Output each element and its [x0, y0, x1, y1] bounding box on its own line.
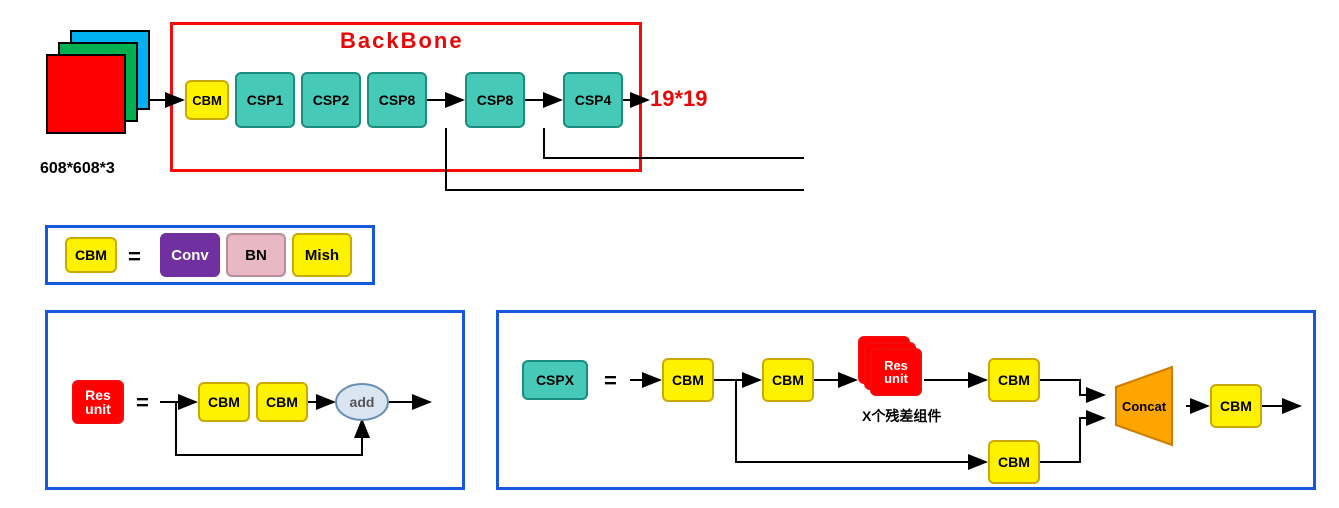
input-dim-label: 608*608*3	[40, 160, 115, 178]
backbone-title: BackBone	[340, 28, 464, 54]
cspx-bottom-cbm: CBM	[988, 440, 1040, 484]
cbmdef-cbm: CBM	[65, 237, 117, 273]
resunit-cbm2: CBM	[256, 382, 308, 422]
cspx-cbm2: CBM	[762, 358, 814, 402]
resunit-line2: unit	[85, 402, 111, 416]
cspx-label-block: CSPX	[522, 360, 588, 400]
input-sq-red	[46, 54, 126, 134]
backbone-csp8b: CSP8	[465, 72, 525, 128]
cspx-out-cbm: CBM	[1210, 384, 1262, 428]
cspx-resunit-0: Resunit	[870, 348, 922, 396]
cspx-cbm3: CBM	[988, 358, 1040, 402]
resunit-label-block: Res unit	[72, 380, 124, 424]
cbmdef-mish: Mish	[292, 233, 352, 277]
cbmdef-conv: Conv	[160, 233, 220, 277]
resunit-cbm1: CBM	[198, 382, 250, 422]
backbone-csp2: CSP2	[301, 72, 361, 128]
backbone-output-label: 19*19	[650, 86, 708, 112]
resunit-equals: =	[136, 390, 149, 416]
backbone-csp1: CSP1	[235, 72, 295, 128]
backbone-csp4: CSP4	[563, 72, 623, 128]
cbmdef-bn: BN	[226, 233, 286, 277]
backbone-cbm: CBM	[185, 80, 229, 120]
cspx-cbm1: CBM	[662, 358, 714, 402]
resunit-line1: Res	[85, 388, 111, 402]
cspx-equals: =	[604, 368, 617, 394]
res-stack-caption: X个残差组件	[862, 406, 941, 426]
backbone-csp8a: CSP8	[367, 72, 427, 128]
cbm-equals: =	[128, 244, 141, 270]
